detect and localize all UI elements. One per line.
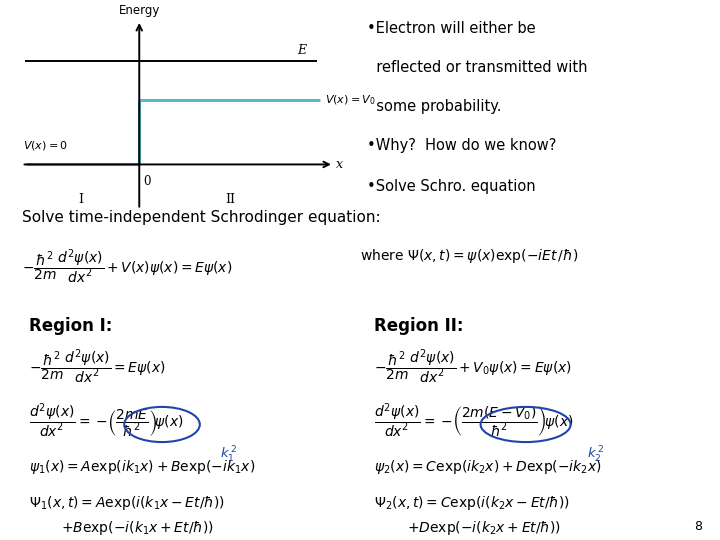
Text: $\Psi_1(x,t)=A\exp(i(k_1 x - Et/\hbar))$: $\Psi_1(x,t)=A\exp(i(k_1 x - Et/\hbar))$ [29,494,225,512]
Text: •Why?  How do we know?: •Why? How do we know? [367,138,557,153]
Text: •Electron will either be: •Electron will either be [367,21,536,36]
Text: $\Psi_2(x,t)=C\exp(i(k_2 x - Et/\hbar))$: $\Psi_2(x,t)=C\exp(i(k_2 x - Et/\hbar))$ [374,494,570,512]
Text: Region II:: Region II: [374,318,464,335]
Text: $-\dfrac{\hbar^2}{2m}\dfrac{d^2\psi(x)}{dx^2}+V_0\psi(x)=E\psi(x)$: $-\dfrac{\hbar^2}{2m}\dfrac{d^2\psi(x)}{… [374,348,572,386]
Text: x: x [336,158,343,171]
Text: Solve time-independent Schrodinger equation:: Solve time-independent Schrodinger equat… [22,210,380,225]
Text: $V(x)=V_0$: $V(x)=V_0$ [325,93,375,107]
Text: 8: 8 [694,521,702,534]
Text: some probability.: some probability. [367,99,502,114]
Text: Energy: Energy [119,4,160,17]
Text: $k_2^{\,2}$: $k_2^{\,2}$ [587,444,604,465]
Text: Region I:: Region I: [29,318,112,335]
Text: $\dfrac{d^2\psi(x)}{dx^2}=-\!\left(\dfrac{2m(E-V_0)}{\hbar^2}\right)\!\psi(x)$: $\dfrac{d^2\psi(x)}{dx^2}=-\!\left(\dfra… [374,401,574,440]
Text: $+B\exp(-i(k_1 x+Et/\hbar))$: $+B\exp(-i(k_1 x+Et/\hbar))$ [61,519,214,537]
Text: I: I [78,193,83,206]
Text: II: II [225,193,235,206]
Text: E: E [297,44,307,57]
Text: where $\Psi(x,t)=\psi(x)\exp(-iEt\,/\hbar)$: where $\Psi(x,t)=\psi(x)\exp(-iEt\,/\hba… [360,247,578,265]
Text: •Solve Schro. equation: •Solve Schro. equation [367,179,536,194]
Text: reflected or transmitted with: reflected or transmitted with [367,60,588,75]
Text: $\psi_1(x)=A\exp(ik_1 x)+B\exp(-ik_1 x)$: $\psi_1(x)=A\exp(ik_1 x)+B\exp(-ik_1 x)$ [29,458,255,476]
Text: $V(x)=0$: $V(x)=0$ [24,139,68,152]
Text: $-\dfrac{\hbar^2}{2m}\dfrac{d^2\psi(x)}{dx^2}+V(x)\psi(x) = E\psi(x)$: $-\dfrac{\hbar^2}{2m}\dfrac{d^2\psi(x)}{… [22,247,232,286]
Text: $-\dfrac{\hbar^2}{2m}\dfrac{d^2\psi(x)}{dx^2} = E\psi(x)$: $-\dfrac{\hbar^2}{2m}\dfrac{d^2\psi(x)}{… [29,348,166,386]
Text: $\dfrac{d^2\psi(x)}{dx^2}=-\!\left(\dfrac{2mE}{\hbar^2}\right)\!\psi(x)$: $\dfrac{d^2\psi(x)}{dx^2}=-\!\left(\dfra… [29,401,184,440]
Text: $+D\exp(-i(k_2 x+Et/\hbar))$: $+D\exp(-i(k_2 x+Et/\hbar))$ [407,519,561,537]
Text: $\psi_2(x)=C\exp(ik_2 x)+D\exp(-ik_2 x)$: $\psi_2(x)=C\exp(ik_2 x)+D\exp(-ik_2 x)$ [374,458,602,476]
Text: $k_1^{\,2}$: $k_1^{\,2}$ [220,444,237,465]
Text: 0: 0 [143,175,150,188]
